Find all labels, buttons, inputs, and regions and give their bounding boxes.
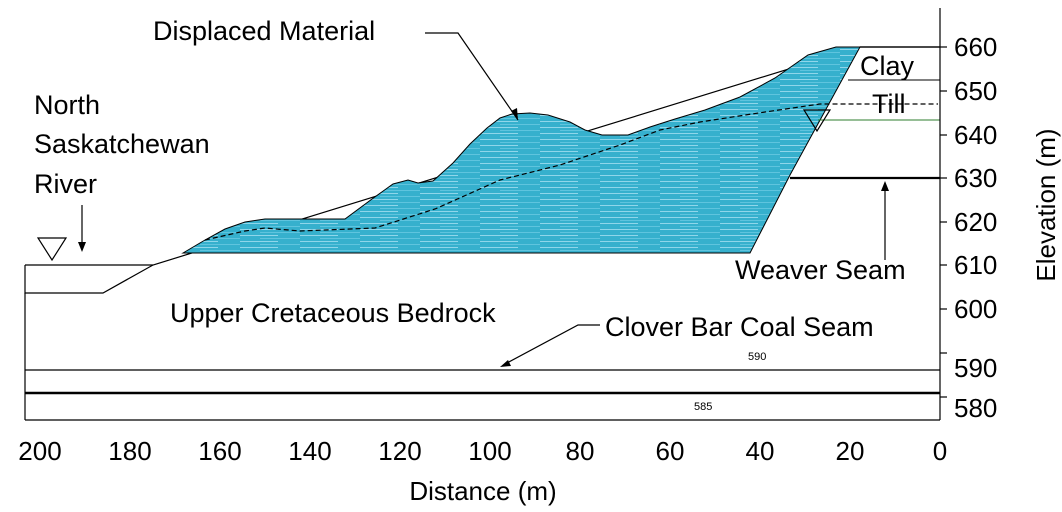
- x-tick-label: 20: [836, 436, 865, 466]
- y-tick-label: 620: [954, 207, 997, 237]
- clay-label: Clay: [860, 51, 915, 81]
- clover-bar-label: Clover Bar Coal Seam: [605, 312, 874, 342]
- x-tick-label: 200: [18, 436, 61, 466]
- seam-590-label: 590: [748, 351, 766, 363]
- x-tick-label: 100: [468, 436, 511, 466]
- river-label-line2: Saskatchewan: [34, 129, 210, 159]
- y-tick-label: 580: [954, 393, 997, 423]
- slip-surface-line: [204, 103, 938, 241]
- x-tick-label: 140: [288, 436, 331, 466]
- river-water-level-icon: [36, 237, 68, 262]
- elevation-axis-ticks: [940, 46, 947, 398]
- distance-tick-labels: 200 180 160 140 120 100 80 60 40 20 0: [18, 436, 947, 466]
- x-tick-label: 180: [108, 436, 151, 466]
- x-tick-label: 40: [746, 436, 775, 466]
- distance-axis-title: Distance (m): [409, 476, 556, 506]
- leader-arrows: [81, 32, 886, 364]
- y-tick-label: 610: [954, 250, 997, 280]
- displaced-material-label: Displaced Material: [153, 16, 375, 46]
- bedrock-label: Upper Cretaceous Bedrock: [170, 298, 496, 328]
- y-tick-label: 640: [954, 120, 997, 150]
- river-label-line3: River: [34, 169, 97, 199]
- weaver-seam-label: Weaver Seam: [735, 255, 906, 285]
- elevation-axis-title: Elevation (m): [1031, 128, 1061, 281]
- arrowheads: [78, 108, 889, 367]
- y-tick-label: 630: [954, 163, 997, 193]
- displaced-material-area: [181, 46, 861, 254]
- river-label-line1: North: [34, 90, 100, 120]
- groundwater-level-icon: [802, 109, 832, 133]
- till-label: Till: [872, 89, 906, 119]
- x-tick-label: 160: [198, 436, 241, 466]
- y-tick-label: 590: [954, 353, 997, 383]
- x-tick-label: 120: [378, 436, 421, 466]
- elevation-tick-labels: 660 650 640 630 620 610 600 590 580: [954, 32, 997, 423]
- x-tick-label: 0: [933, 436, 947, 466]
- x-tick-label: 80: [566, 436, 595, 466]
- y-tick-label: 660: [954, 32, 997, 62]
- y-tick-label: 650: [954, 76, 997, 106]
- x-tick-label: 60: [656, 436, 685, 466]
- y-tick-label: 600: [954, 294, 997, 324]
- seam-585-label: 585: [694, 401, 712, 413]
